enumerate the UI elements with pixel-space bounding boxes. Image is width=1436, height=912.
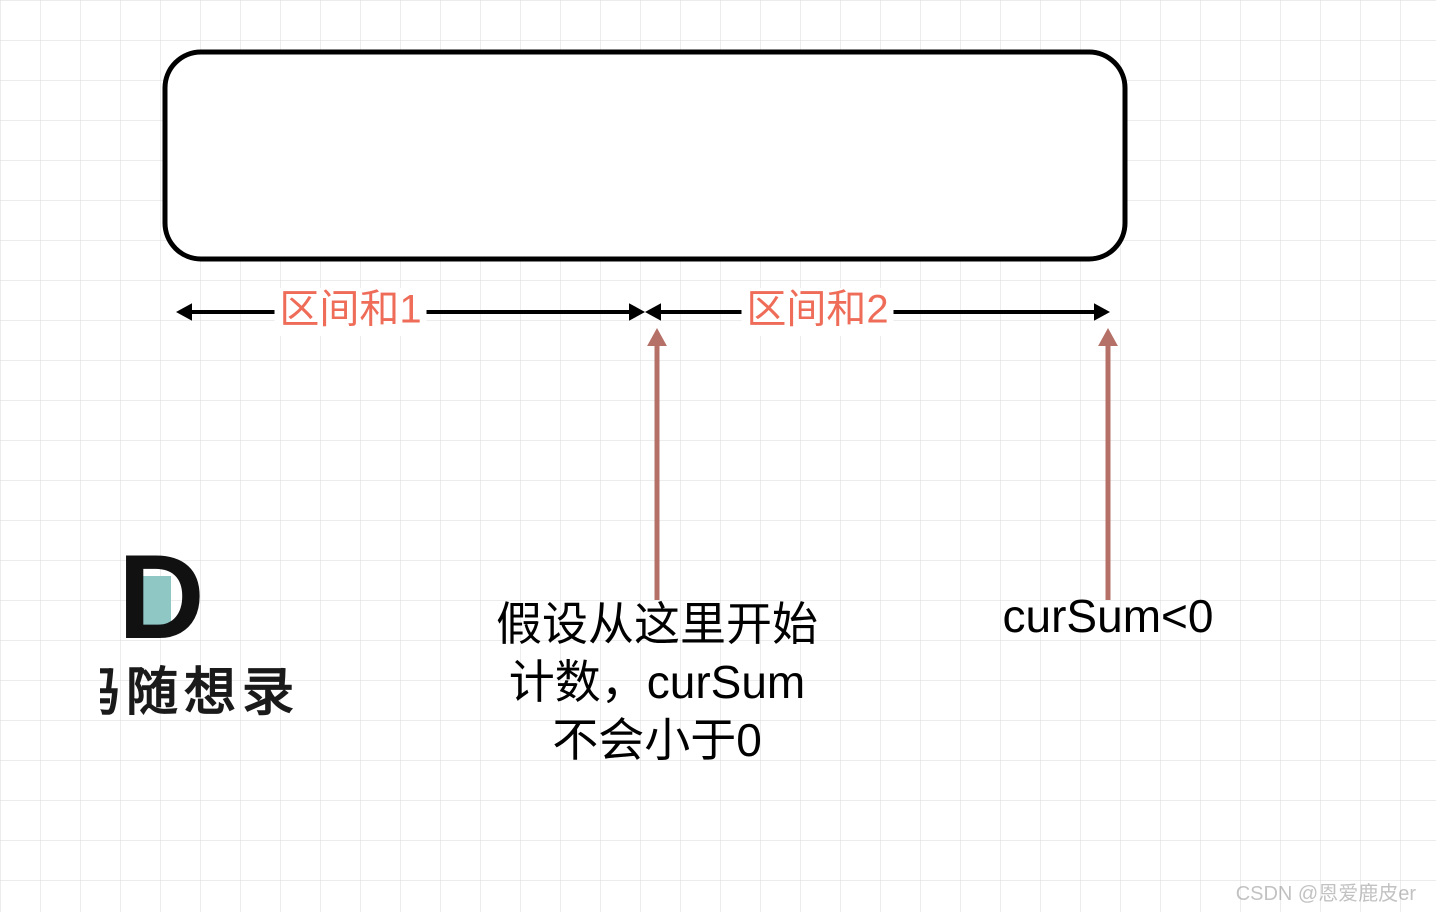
dimension-label-1: 区间和1 (275, 288, 427, 336)
logo-text: 代码随想录 (100, 664, 300, 722)
svg-text:计数，curSum: 计数，curSum (509, 656, 805, 708)
watermark: CSDN @恩爱鹿皮er (1236, 877, 1416, 906)
dimension-label-2: 区间和2 (742, 288, 894, 336)
diagram-svg: 区间和1 区间和2 假设从这里开始计数，curSum 不会小于0 curSum<0 (0, 0, 1436, 912)
container-box (165, 52, 1125, 259)
svg-text:区间和1: 区间和1 (279, 288, 421, 332)
diagram-canvas: 区间和1 区间和2 假设从这里开始计数，curSum 不会小于0 curSum<0… (0, 0, 1436, 912)
svg-text:区间和2: 区间和2 (746, 288, 888, 332)
svg-text:假设从这里开始: 假设从这里开始 (496, 598, 818, 650)
note-right: curSum<0 (1003, 590, 1214, 642)
logo-letter: D (118, 540, 205, 664)
svg-text:curSum<0: curSum<0 (1003, 590, 1214, 642)
logo: D 代码随想录 (100, 540, 280, 740)
svg-text:不会小于0: 不会小于0 (552, 714, 762, 766)
